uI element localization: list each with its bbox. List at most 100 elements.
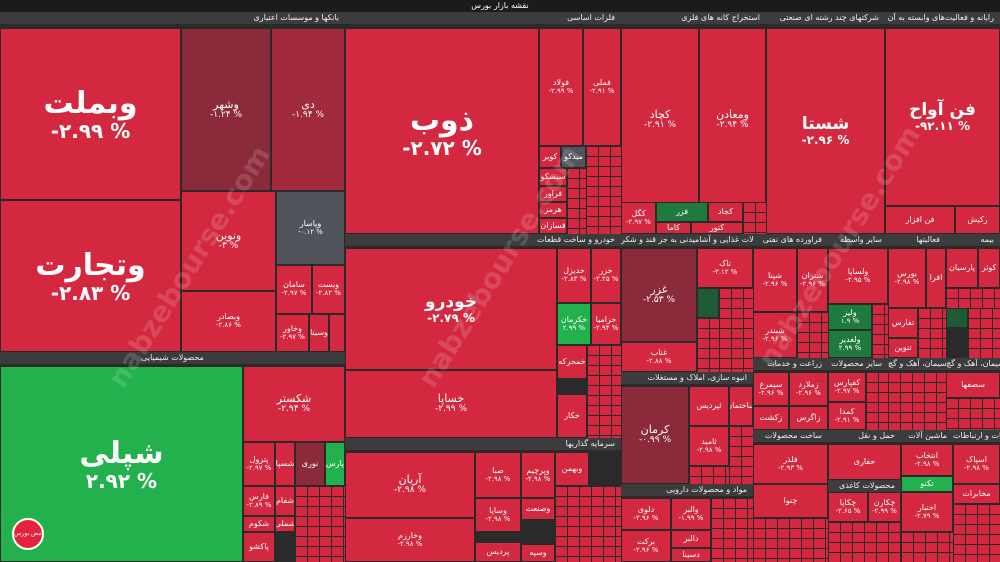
tile-vsader[interactable]: وبصادر -۲.۸۶ % (181, 291, 276, 352)
tile-fameli[interactable]: فملی -۲.۹۱ % (583, 28, 621, 146)
tile-kchad[interactable]: کچاد -۲.۹۱ % (621, 28, 699, 212)
tile-zmalard[interactable]: زملارد -۲.۹۶ % (789, 372, 828, 406)
tile-kamgha[interactable]: کمدا -۲.۹۱ % (828, 402, 866, 430)
tile-foolad[interactable]: فولاد -۲.۹۹ % (539, 28, 583, 146)
tile-hafez[interactable] (946, 308, 968, 328)
tile-vbmellat[interactable]: وبملت -۲.۹۹ % (0, 28, 181, 200)
tile-chkaran[interactable]: چکارن -۲.۹۹ % (868, 492, 901, 522)
tile-zkosh[interactable]: زکشت (753, 406, 789, 430)
tile-zagros[interactable]: زاگرس (789, 406, 828, 430)
tile-nojan[interactable]: نوری (295, 442, 325, 486)
tile-khzamia[interactable]: خزامیا -۲.۹۴ % (591, 303, 621, 345)
tile-vsapa[interactable]: وساپا -۲.۹۸ % (475, 498, 521, 532)
tile-vparchim[interactable]: وپرچیم -۲.۹۸ % (521, 452, 555, 498)
tile-saman[interactable]: سامان -۲.۹۷ % (276, 265, 312, 314)
tile-vkharazm[interactable]: وخارزم -۲.۹۸ % (345, 518, 475, 562)
tile-fanafzar[interactable]: فن افزار (885, 206, 955, 234)
tile-vlsapa[interactable]: ولساپا -۲.۹۵ % (828, 248, 888, 304)
tile-shemli[interactable]: شملی (275, 516, 295, 532)
tile-vaalir[interactable]: والبر -۱.۹۹ % (671, 498, 711, 530)
tile-dalvi[interactable]: دلوی -۲.۹۶ % (621, 498, 671, 530)
tile-khapa[interactable]: خساپا -۲.۹۹ % (345, 370, 557, 438)
tile-vkhavar[interactable]: وخاور -۲.۹۷ % (276, 314, 309, 352)
tile-shekoom[interactable]: شکوم (243, 516, 275, 532)
tile-mideko[interactable]: میدکو (561, 146, 586, 168)
tile-tafars[interactable]: تفارس (888, 308, 918, 338)
tile-green-food[interactable] (697, 288, 719, 318)
tile-vnovin[interactable]: ونوین -۳ % (181, 191, 276, 291)
tile-kerman[interactable]: کرمان -۰.۹۹ % (621, 386, 689, 484)
tile-vmaadan[interactable]: ومعادن -۲.۹۴ % (699, 28, 766, 212)
tile-sabaa[interactable]: صبا -۲.۹۸ % (475, 452, 521, 498)
tile-valiz[interactable]: ولیز ۱.۹ % (828, 304, 872, 330)
tile-vpasar[interactable]: وپاسار -۰.۱۲ % (276, 191, 345, 265)
tile-sisko[interactable]: سیسکو (539, 168, 567, 186)
tile-pardis[interactable]: پردیس (475, 542, 521, 562)
tile-ferawar[interactable]: فراور (539, 186, 567, 202)
tile-kgol[interactable]: کگل -۲.۹۷ % (621, 202, 656, 234)
tile-hafari[interactable]: حفاری (828, 444, 901, 480)
tile-tak[interactable]: تاک -۳.۱۲ % (697, 248, 753, 288)
tile-shakestar[interactable]: شکستر -۲.۹۴ % (243, 366, 345, 442)
tile-small[interactable] (329, 314, 345, 352)
tile-vsanat[interactable]: وصنعت (521, 498, 555, 520)
tile-koor[interactable]: کویر (539, 146, 561, 168)
tile-shpetrol[interactable]: پترول -۲.۹۷ % (243, 442, 275, 486)
tile-shtran[interactable]: شتران -۲.۹۶ % (797, 248, 828, 312)
tile-kama[interactable]: کاما (656, 222, 691, 234)
tile-vsapeh[interactable]: وسپه (521, 544, 555, 562)
tile-akhtar[interactable]: انتخاب -۲.۹۸ % (901, 444, 953, 476)
tile-khazr[interactable]: خزر -۲.۲۵ % (591, 248, 621, 303)
tile-ghnab[interactable]: غناب -۲.۸۸ % (621, 342, 697, 372)
tile-kchad2[interactable]: کجاد (708, 202, 743, 222)
tile-boors[interactable]: بورس -۲.۹۸ % (888, 248, 926, 308)
tile-dbarket[interactable]: برکت -۲.۹۶ % (621, 530, 671, 562)
tile-aryan[interactable]: آریان -۲.۹۸ % (345, 452, 475, 518)
tile-vsheher[interactable]: وشهر -۱.۲۴ % (181, 28, 271, 191)
tile-chekapa[interactable]: چکاپا -۲.۶۵ % (828, 492, 868, 522)
tile-khkarman[interactable]: خکرمان ۲.۹۹ % (557, 303, 591, 345)
tile-takno[interactable]: تکنو (901, 476, 953, 492)
tile-chavan[interactable]: چنوا (753, 484, 828, 518)
tile-paxo[interactable]: پاکشو (243, 532, 275, 562)
tile-khodro[interactable]: خودرو -۲.۷۹ % (345, 248, 557, 370)
tile-zob[interactable]: ذوب -۲.۷۲ % (345, 28, 539, 234)
tile-shasta[interactable]: شستا -۲.۹۶ % (766, 28, 885, 234)
tile-vtejarat[interactable]: وتجارت -۲.۸۳ % (0, 200, 181, 352)
tile-fasazan[interactable]: فسازان (539, 218, 567, 234)
tile-khodiz[interactable]: خدیزل -۲.۸۳ % (557, 248, 591, 303)
tile-fanavah[interactable]: فن آواح -۹۲.۱۱ % (885, 28, 1000, 206)
tile-vbahman[interactable]: وبهمن (555, 452, 589, 486)
tile-kowsar[interactable]: کوثر (978, 248, 1000, 288)
tile-tnovin[interactable]: تنوین (888, 338, 918, 358)
tile-hormoz[interactable]: هرمز (539, 202, 567, 218)
tile-dalber[interactable]: دالبر (671, 530, 711, 548)
tile-thpardaz[interactable]: ثپردیس (689, 386, 729, 426)
tile-di[interactable]: دی -۱.۹۴ % (271, 28, 345, 191)
tile-fzar[interactable]: فزر (656, 202, 708, 222)
tile-falzar[interactable]: فلذر -۲.۹۳ % (753, 444, 828, 484)
tile-ifara[interactable]: افرا (926, 248, 946, 308)
tile-rakish[interactable]: رکیش (955, 206, 1000, 234)
tile-vlghadir[interactable]: ولغدیر ۲.۹۹ % (828, 330, 872, 358)
tile-ghzar[interactable]: غزر -۲.۵۳ % (621, 248, 697, 342)
tile-aspak[interactable]: اسپاک -۲.۹۸ % (953, 444, 1000, 484)
tile-shetabas[interactable]: شسپا (275, 442, 295, 486)
tile-vsina[interactable]: وسینا (309, 314, 329, 352)
tile-dsina[interactable]: دسینا (671, 548, 711, 562)
tile-shapna[interactable]: شپنا -۲.۹۶ % (753, 248, 797, 312)
tile-tamid[interactable]: ثامید -۲.۹۸ % (689, 426, 729, 466)
tile-siman[interactable]: سصفها (946, 372, 1000, 398)
tile-parsian[interactable]: پارسیان (946, 248, 978, 288)
tile-kiakar[interactable]: کفپارس -۲.۹۷ % (828, 372, 866, 402)
tile-vbeset[interactable]: وبست -۲.۸۲ % (312, 265, 345, 314)
tile-shbandar[interactable]: شبندر -۲.۹۶ % (753, 312, 797, 358)
tile-khmehr[interactable]: خمحرکه (557, 345, 587, 379)
tile-mokhaberat[interactable]: مخابرات (953, 484, 1000, 504)
tile-shefam[interactable]: شفام (275, 486, 295, 516)
tile-pars[interactable]: پارس (325, 442, 345, 486)
tile-simorgh[interactable]: سیمرغ -۲.۹۶ % (753, 372, 789, 406)
tile-khekar[interactable]: خکار (557, 394, 587, 438)
tile-ekhtbar[interactable]: اختبار -۲.۷۹ % (901, 492, 953, 532)
tile-saknat[interactable]: ساختمان (729, 386, 753, 426)
